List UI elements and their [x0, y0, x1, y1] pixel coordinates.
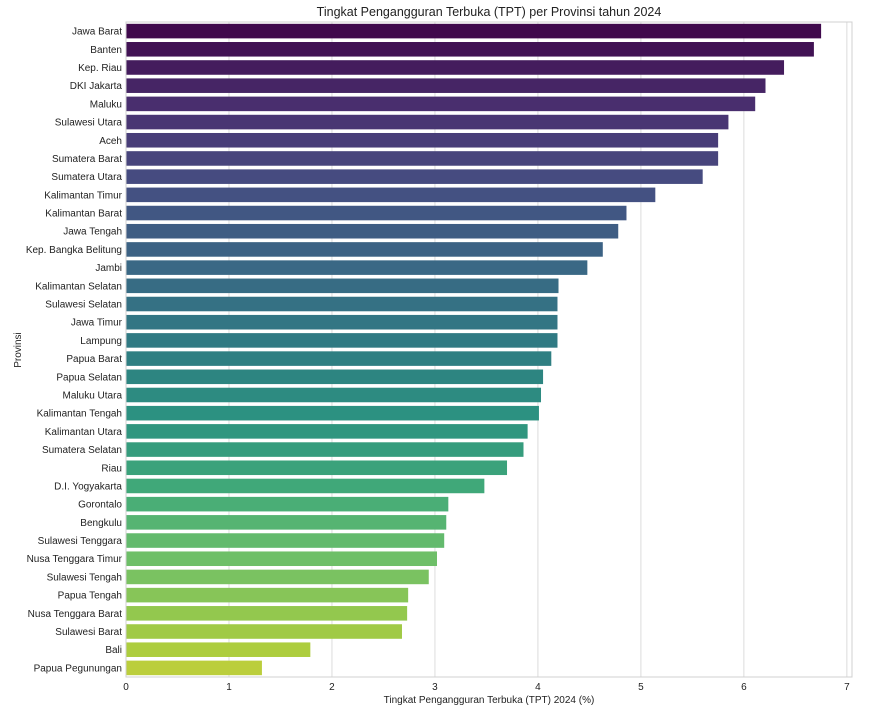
bars	[126, 23, 822, 676]
y-tick-label: Sumatera Utara	[51, 172, 122, 183]
y-tick-label: Papua Pegunungan	[34, 663, 122, 674]
x-tick-label: 1	[226, 682, 232, 693]
bar	[126, 478, 485, 494]
bar	[126, 187, 656, 203]
bar	[126, 551, 437, 567]
y-tick-label: Sulawesi Utara	[55, 118, 123, 129]
bar	[126, 60, 785, 75]
y-tick-label: Maluku	[90, 99, 122, 110]
y-tick-label: Jawa Tengah	[63, 227, 122, 238]
y-tick-label: Riau	[101, 463, 122, 474]
y-tick-label: Gorontalo	[78, 500, 122, 511]
y-tick-label: Sumatera Selatan	[42, 445, 122, 456]
y-tick-label: D.I. Yogyakarta	[54, 481, 122, 492]
bar	[126, 351, 552, 366]
bar	[126, 96, 756, 112]
y-tick-label: Kalimantan Utara	[45, 427, 123, 438]
y-tick-label: Nusa Tenggara Timur	[27, 554, 123, 565]
bar	[126, 442, 524, 457]
bar	[126, 205, 627, 221]
bar	[126, 569, 429, 585]
y-tick-label: Kalimantan Barat	[45, 209, 122, 220]
bar	[126, 132, 719, 148]
y-tick-label: Banten	[90, 45, 122, 56]
bar	[126, 405, 539, 421]
y-tick-label: Papua Barat	[66, 354, 122, 365]
y-tick-label: Jawa Barat	[72, 27, 122, 38]
y-tick-label: Bali	[105, 645, 122, 656]
y-tick-label: Nusa Tenggara Barat	[28, 609, 123, 620]
bar	[126, 424, 528, 439]
gridlines	[125, 22, 848, 677]
y-tick-label: Kep. Riau	[78, 63, 122, 74]
bar	[126, 496, 449, 512]
bar	[126, 23, 822, 39]
bar	[126, 533, 445, 548]
y-tick-label: Sulawesi Barat	[55, 627, 122, 638]
y-tick-label: Sulawesi Selatan	[45, 300, 122, 311]
plot-frame	[125, 21, 853, 678]
y-tick-label: Kep. Bangka Belitung	[26, 245, 122, 256]
bar	[126, 242, 603, 257]
y-tick-label: Maluku Utara	[63, 390, 123, 401]
y-tick-label: Aceh	[99, 136, 122, 147]
bar	[126, 278, 559, 294]
y-tick-label: Lampung	[80, 336, 122, 347]
x-tick-label: 2	[329, 682, 335, 693]
x-tick-label: 4	[535, 682, 541, 693]
y-tick-label: Kalimantan Selatan	[35, 281, 122, 292]
bar	[126, 314, 558, 330]
y-axis-label: Provinsi	[13, 332, 24, 368]
bar	[126, 369, 544, 385]
x-tick-label: 7	[844, 682, 850, 693]
chart-title: Tingkat Pengangguran Terbuka (TPT) per P…	[317, 5, 662, 19]
bar	[126, 223, 619, 239]
y-tick-label: Kalimantan Timur	[44, 190, 122, 201]
x-tick-labels: 0 1 2 3 4 5 6 7	[123, 682, 850, 693]
bar	[126, 460, 508, 476]
y-tick-labels: Jawa Barat Banten Kep. Riau DKI Jakarta Malu…	[26, 27, 123, 675]
bar	[126, 78, 766, 93]
y-tick-label: Jambi	[95, 263, 122, 274]
bar	[126, 169, 703, 184]
bar	[126, 606, 408, 621]
y-tick-label: Sulawesi Tenggara	[38, 536, 123, 547]
bar	[126, 642, 311, 657]
bar	[126, 333, 558, 348]
x-axis-label: Tingkat Pengangguran Terbuka (TPT) 2024 …	[384, 695, 595, 706]
bar	[126, 624, 402, 639]
y-tick-label: Papua Tengah	[58, 591, 122, 602]
bar	[126, 114, 729, 130]
bar	[126, 151, 719, 166]
bar	[126, 296, 558, 312]
y-tick-label: Bengkulu	[80, 518, 122, 529]
y-tick-label: Kalimantan Tengah	[37, 409, 122, 420]
x-tick-label: 6	[741, 682, 747, 693]
y-tick-label: DKI Jakarta	[70, 81, 123, 92]
bar	[126, 260, 588, 275]
y-tick-label: Jawa Timur	[71, 318, 123, 329]
bar	[126, 387, 542, 403]
y-tick-label: Sumatera Barat	[52, 154, 122, 165]
bar	[126, 587, 409, 603]
bar	[126, 660, 262, 676]
x-tick-label: 0	[123, 682, 129, 693]
bar	[126, 42, 814, 57]
x-tick-label: 3	[432, 682, 438, 693]
bar	[126, 515, 447, 530]
y-tick-label: Sulawesi Tengah	[47, 572, 122, 583]
x-tick-label: 5	[638, 682, 644, 693]
y-tick-label: Papua Selatan	[56, 372, 122, 383]
